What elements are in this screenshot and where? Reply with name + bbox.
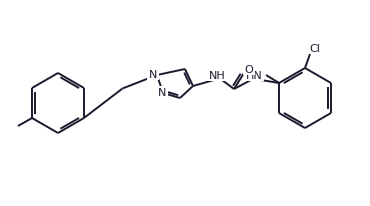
Text: N: N: [149, 70, 157, 80]
Text: HN: HN: [246, 71, 262, 81]
Text: O: O: [245, 65, 253, 75]
Text: Cl: Cl: [310, 44, 320, 54]
Text: NH: NH: [209, 71, 225, 81]
Text: N: N: [158, 88, 166, 97]
